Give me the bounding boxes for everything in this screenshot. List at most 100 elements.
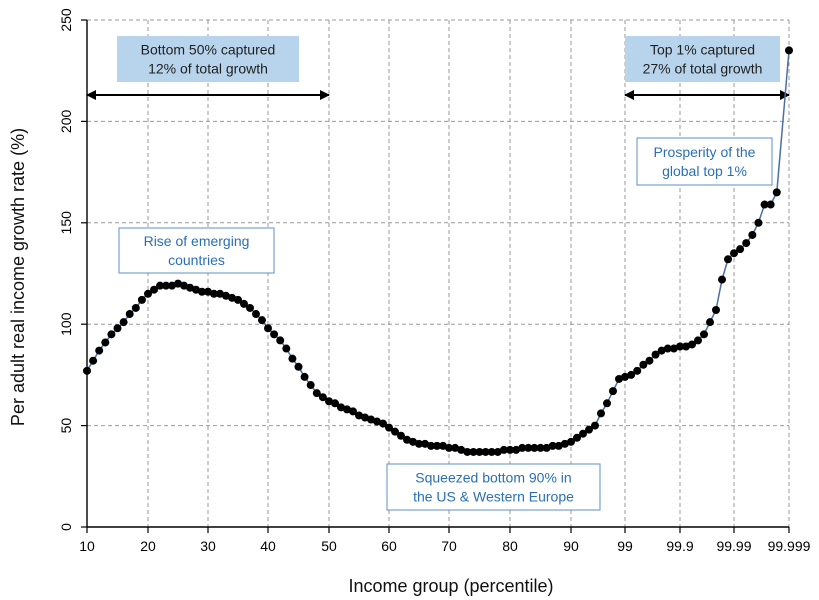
y-tick-label: 100 (58, 312, 74, 336)
data-point (694, 336, 702, 345)
data-point (288, 354, 297, 363)
data-point (234, 295, 242, 304)
data-point (669, 344, 678, 353)
data-point (294, 362, 303, 371)
data-point (627, 370, 636, 379)
data-point (216, 289, 224, 298)
data-point (174, 279, 182, 288)
data-point (246, 303, 254, 312)
data-point (101, 338, 110, 347)
data-point (192, 285, 200, 294)
data-point (457, 445, 466, 454)
data-point (493, 447, 502, 456)
data-point (180, 281, 188, 290)
data-point (560, 439, 569, 448)
annotation-text-line: 27% of total growth (643, 61, 763, 77)
data-point (427, 441, 435, 450)
series-points (83, 46, 793, 456)
annotation-box: Bottom 50% captured 12% of total growth (117, 36, 299, 82)
data-point (639, 360, 648, 369)
data-point (742, 239, 751, 248)
data-point (772, 188, 781, 197)
data-point (403, 435, 411, 444)
data-point (487, 447, 496, 456)
data-point (276, 336, 285, 345)
annotation-text-line: global top 1% (662, 163, 747, 179)
data-point (724, 255, 732, 264)
annotation-text-line: 12% of total growth (148, 61, 268, 77)
annotation-text-line: Squeezed bottom 90% in (415, 470, 571, 486)
x-tick-label: 99.9 (666, 538, 693, 554)
data-point (282, 344, 291, 353)
x-tick-label: 70 (441, 538, 457, 554)
data-point (397, 431, 405, 440)
y-tick-label: 150 (58, 211, 74, 235)
data-point (168, 281, 176, 290)
data-point (585, 425, 593, 434)
y-tick-label: 200 (58, 110, 74, 134)
y-tick-label: 250 (58, 8, 74, 32)
data-point (766, 200, 775, 209)
data-point (579, 429, 587, 438)
annotation-box: Rise of emerging countries (118, 227, 275, 274)
annotation-background (625, 36, 780, 82)
y-tick-label: 50 (58, 418, 74, 434)
annotations: Bottom 50% captured 12% of total growth To… (117, 36, 780, 511)
data-point (186, 283, 194, 292)
data-point (391, 427, 399, 436)
data-point (736, 245, 745, 254)
data-point (754, 218, 763, 227)
x-tick-labels: 10 20 30 40 50 60 70 80 90 99 99.9 99.99 99.999 (79, 538, 810, 554)
data-point (162, 281, 170, 290)
data-point (222, 291, 230, 300)
data-point (469, 447, 478, 456)
grid (86, 19, 790, 527)
y-tick-label: 0 (58, 523, 74, 531)
data-point (300, 372, 309, 381)
data-point (445, 443, 453, 452)
data-point (318, 393, 327, 402)
data-point (355, 411, 363, 420)
data-point (107, 330, 116, 339)
annotation-text-line: the US & Western Europe (413, 489, 574, 505)
data-point (439, 441, 447, 450)
data-point (258, 316, 266, 325)
y-tick-labels: 0 50 100 150 200 250 (58, 8, 74, 531)
data-point (89, 356, 98, 365)
data-point (325, 397, 333, 406)
data-point (240, 299, 248, 308)
annotation-background (118, 227, 275, 274)
x-tick-label: 80 (502, 538, 518, 554)
annotation-text-line: Rise of emerging (144, 233, 250, 249)
data-point (548, 441, 557, 450)
data-point (621, 372, 629, 381)
data-point (481, 447, 490, 456)
annotation-text-line: countries (168, 252, 225, 268)
data-point (657, 346, 666, 355)
x-tick-label: 40 (260, 538, 276, 554)
data-point (506, 445, 514, 454)
data-point (524, 443, 533, 452)
data-point (156, 281, 164, 290)
data-point (252, 310, 260, 319)
annotation-background (386, 463, 601, 511)
data-point (530, 443, 539, 452)
data-point (730, 249, 738, 258)
data-point (663, 344, 672, 353)
x-tick-label: 99.99 (716, 538, 751, 554)
data-point (554, 441, 563, 450)
x-axis-title: Income group (percentile) (348, 576, 553, 596)
x-tick-label: 99 (617, 538, 633, 554)
data-point (131, 303, 140, 312)
data-point (119, 318, 128, 327)
data-point (633, 366, 642, 375)
x-tick-label: 20 (140, 538, 156, 554)
data-point (512, 445, 521, 454)
data-point (150, 285, 158, 294)
annotation-box: Squeezed bottom 90% in the US & Western E… (386, 463, 601, 511)
data-point (499, 445, 508, 454)
annotation-background (636, 137, 773, 186)
data-point (700, 330, 708, 339)
data-point (688, 340, 696, 349)
x-tick-label: 99.999 (768, 538, 811, 554)
